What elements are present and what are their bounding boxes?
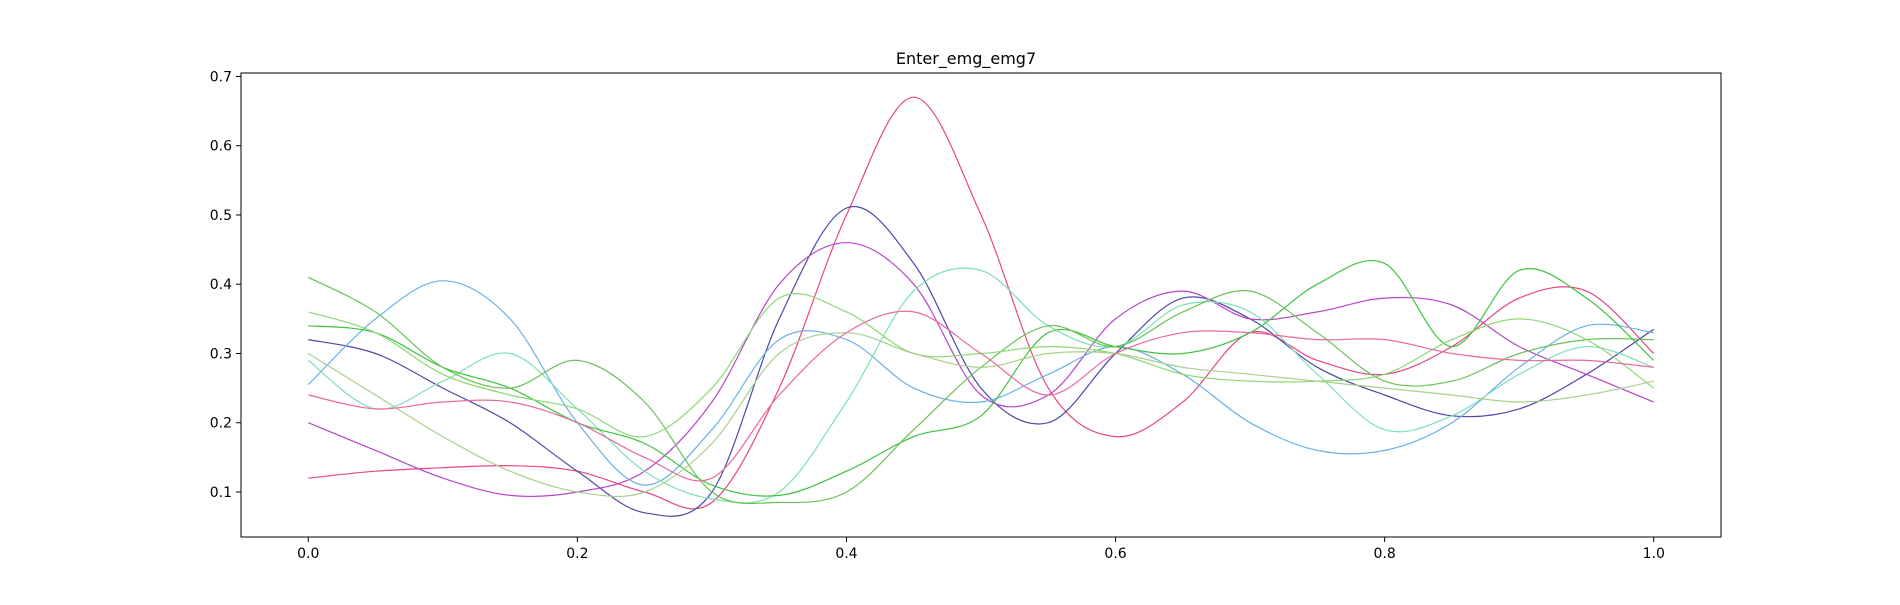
y-tick-label-0: 0.1 — [210, 485, 232, 501]
series-line-3 — [308, 242, 1654, 498]
y-tick-label-6: 0.7 — [210, 69, 232, 85]
y-tick-label-1: 0.2 — [210, 416, 232, 432]
series-line-9 — [307, 332, 1654, 498]
y-tick-label-4: 0.5 — [210, 208, 232, 224]
series-layer — [307, 96, 1655, 517]
x-tick-label-3: 0.6 — [1104, 546, 1126, 562]
axes-layer: 0.0 0.2 0.4 0.6 0.8 1.0 0.1 0.2 0.3 0.4 0.5 0.6 0.7 — [210, 69, 1722, 562]
series-line-6 — [308, 259, 1655, 497]
series-line-1 — [308, 96, 1655, 510]
y-tick-label-2: 0.3 — [210, 346, 232, 362]
x-tick-label-5: 1.0 — [1643, 546, 1665, 562]
chart-title: Enter_emg_emg7 — [896, 49, 1036, 69]
x-tick-label-2: 0.4 — [835, 546, 857, 562]
series-line-4 — [307, 280, 1654, 486]
x-tick-label-4: 0.8 — [1374, 546, 1396, 562]
x-tick-label-0: 0.0 — [297, 546, 319, 562]
x-tick-label-1: 0.2 — [566, 546, 588, 562]
plot-frame — [240, 72, 1722, 538]
series-line-2 — [308, 205, 1655, 517]
y-tick-label-3: 0.4 — [210, 277, 232, 293]
series-line-7 — [308, 276, 1654, 505]
series-line-10 — [308, 310, 1654, 482]
series-line-8 — [308, 293, 1655, 438]
y-tick-label-5: 0.6 — [210, 139, 232, 155]
series-line-5 — [307, 267, 1654, 504]
